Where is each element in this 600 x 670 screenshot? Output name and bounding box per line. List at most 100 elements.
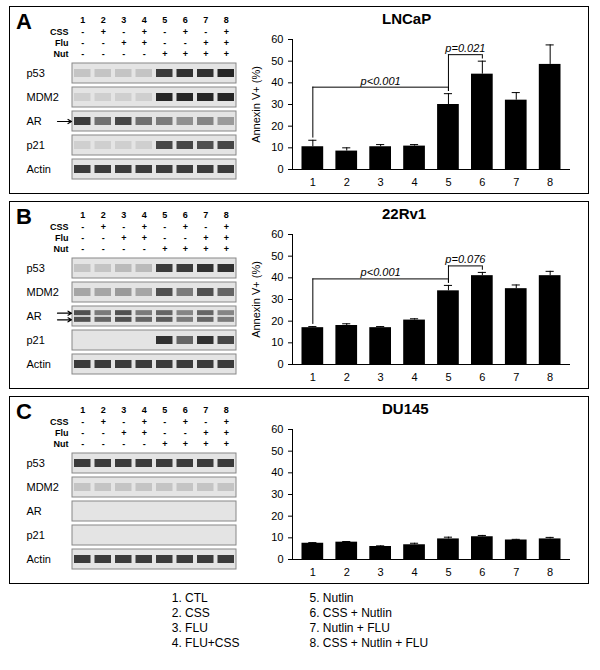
svg-text:MDM2: MDM2: [27, 91, 59, 103]
svg-text:5: 5: [162, 405, 167, 415]
svg-text:+: +: [183, 439, 188, 449]
svg-text:6: 6: [183, 15, 188, 25]
svg-text:p21: p21: [27, 529, 45, 541]
svg-text:+: +: [101, 222, 106, 232]
svg-text:0: 0: [277, 553, 283, 565]
svg-text:-: -: [122, 439, 125, 449]
svg-text:5: 5: [162, 15, 167, 25]
svg-text:-: -: [81, 49, 84, 59]
svg-text:AR: AR: [27, 115, 42, 127]
svg-text:1: 1: [80, 15, 85, 25]
svg-text:+: +: [101, 417, 106, 427]
svg-text:p53: p53: [27, 262, 45, 274]
svg-text:8: 8: [224, 15, 229, 25]
svg-text:p<0.001: p<0.001: [360, 75, 401, 87]
svg-text:p<0.001: p<0.001: [360, 266, 401, 278]
svg-text:Actin: Actin: [27, 553, 51, 565]
svg-text:-: -: [81, 244, 84, 254]
svg-text:-: -: [81, 428, 84, 438]
svg-text:4: 4: [142, 405, 147, 415]
svg-text:Nut: Nut: [53, 244, 68, 254]
svg-text:-: -: [163, 417, 166, 427]
svg-text:7: 7: [513, 566, 519, 578]
svg-text:7: 7: [203, 405, 208, 415]
svg-text:-: -: [204, 27, 207, 37]
svg-text:+: +: [183, 222, 188, 232]
svg-text:+: +: [162, 49, 167, 59]
svg-text:CSS: CSS: [50, 222, 69, 232]
svg-text:+: +: [142, 417, 147, 427]
svg-text:4: 4: [142, 15, 147, 25]
svg-text:CSS: CSS: [50, 27, 69, 37]
svg-text:-: -: [81, 233, 84, 243]
svg-text:+: +: [162, 244, 167, 254]
svg-text:0: 0: [277, 358, 283, 370]
svg-text:-: -: [204, 222, 207, 232]
svg-text:Flu: Flu: [55, 38, 68, 48]
svg-text:8: 8: [547, 566, 553, 578]
svg-text:+: +: [142, 428, 147, 438]
svg-text:-: -: [122, 49, 125, 59]
svg-text:10: 10: [271, 141, 283, 153]
svg-text:Actin: Actin: [27, 163, 51, 175]
svg-text:p21: p21: [27, 139, 45, 151]
svg-text:-: -: [102, 49, 105, 59]
svg-text:AR: AR: [27, 310, 42, 322]
svg-text:7: 7: [513, 371, 519, 383]
svg-text:+: +: [224, 38, 229, 48]
svg-text:4: 4: [411, 566, 417, 578]
svg-text:-: -: [204, 417, 207, 427]
svg-text:7: 7: [203, 15, 208, 25]
svg-text:+: +: [121, 428, 126, 438]
svg-text:-: -: [102, 233, 105, 243]
svg-text:Annexin V+ (%): Annexin V+ (%): [250, 66, 262, 143]
svg-text:Flu: Flu: [55, 233, 68, 243]
svg-text:+: +: [203, 38, 208, 48]
svg-text:-: -: [122, 417, 125, 427]
svg-text:30: 30: [271, 98, 283, 110]
svg-text:40: 40: [271, 271, 283, 283]
svg-text:-: -: [163, 428, 166, 438]
svg-text:40: 40: [271, 466, 283, 478]
svg-text:p53: p53: [27, 457, 45, 469]
svg-text:-: -: [81, 27, 84, 37]
svg-text:2: 2: [101, 15, 106, 25]
svg-text:-: -: [163, 27, 166, 37]
svg-text:60: 60: [271, 228, 283, 240]
svg-text:50: 50: [271, 55, 283, 67]
svg-text:Flu: Flu: [55, 428, 68, 438]
svg-text:0: 0: [277, 163, 283, 175]
svg-text:-: -: [184, 428, 187, 438]
svg-text:p=0.076: p=0.076: [444, 253, 486, 265]
svg-text:Actin: Actin: [27, 358, 51, 370]
svg-text:2: 2: [101, 210, 106, 220]
svg-text:2: 2: [344, 176, 350, 188]
svg-text:CSS: CSS: [50, 417, 69, 427]
svg-text:1: 1: [80, 405, 85, 415]
svg-text:3: 3: [121, 15, 126, 25]
svg-text:+: +: [183, 27, 188, 37]
svg-text:+: +: [203, 439, 208, 449]
svg-text:-: -: [143, 439, 146, 449]
svg-text:1: 1: [310, 566, 316, 578]
svg-text:-: -: [81, 439, 84, 449]
svg-text:8: 8: [547, 176, 553, 188]
svg-text:6: 6: [479, 566, 485, 578]
svg-text:+: +: [142, 38, 147, 48]
svg-text:-: -: [163, 233, 166, 243]
svg-text:+: +: [203, 428, 208, 438]
svg-text:2: 2: [344, 566, 350, 578]
svg-text:-: -: [102, 439, 105, 449]
svg-text:+: +: [224, 222, 229, 232]
svg-text:+: +: [142, 222, 147, 232]
svg-text:+: +: [142, 233, 147, 243]
svg-text:8: 8: [547, 371, 553, 383]
svg-text:10: 10: [271, 336, 283, 348]
svg-text:3: 3: [121, 210, 126, 220]
svg-text:+: +: [203, 244, 208, 254]
svg-text:1: 1: [310, 176, 316, 188]
svg-text:+: +: [183, 244, 188, 254]
svg-text:-: -: [184, 233, 187, 243]
svg-text:+: +: [121, 38, 126, 48]
svg-text:+: +: [224, 428, 229, 438]
